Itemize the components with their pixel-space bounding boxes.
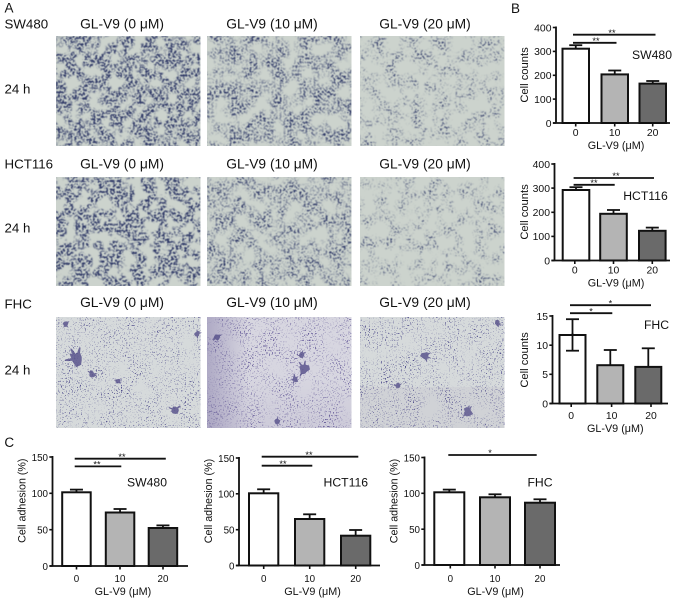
svg-text:15: 15 <box>536 312 548 323</box>
svg-text:10: 10 <box>608 266 620 277</box>
svg-text:GL-V9 (μM): GL-V9 (μM) <box>284 586 341 598</box>
svg-text:*: * <box>589 306 593 316</box>
svg-text:GL-V9 (μM): GL-V9 (μM) <box>588 140 645 152</box>
svg-text:0: 0 <box>43 562 49 573</box>
svg-text:FHC: FHC <box>5 297 33 312</box>
svg-text:0: 0 <box>568 411 574 422</box>
svg-text:20: 20 <box>350 574 361 585</box>
svg-text:20: 20 <box>535 574 546 585</box>
svg-text:200: 200 <box>533 208 551 219</box>
svg-text:400: 400 <box>533 160 551 171</box>
svg-text:B: B <box>511 1 520 16</box>
svg-text:50: 50 <box>409 525 420 536</box>
svg-text:GL-V9 (10 μM): GL-V9 (10 μM) <box>226 295 318 310</box>
svg-text:GL-V9 (10 μM): GL-V9 (10 μM) <box>226 16 318 31</box>
svg-text:GL-V9 (10 μM): GL-V9 (10 μM) <box>226 157 318 172</box>
svg-text:150: 150 <box>404 453 421 464</box>
svg-text:GL-V9 (20 μM): GL-V9 (20 μM) <box>379 16 471 31</box>
svg-text:20: 20 <box>158 574 169 585</box>
svg-text:24 h: 24 h <box>5 221 31 236</box>
svg-text:SW480: SW480 <box>632 48 672 62</box>
svg-text:10: 10 <box>304 574 315 585</box>
svg-text:0: 0 <box>74 574 80 585</box>
svg-text:GL-V9 (20 μM): GL-V9 (20 μM) <box>379 295 471 310</box>
svg-text:100: 100 <box>32 489 49 500</box>
svg-text:Cell counts: Cell counts <box>519 332 531 388</box>
svg-text:20: 20 <box>645 411 657 422</box>
svg-text:Cell adhesion (%): Cell adhesion (%) <box>17 459 29 543</box>
svg-text:**: ** <box>305 450 313 460</box>
svg-text:HCT116: HCT116 <box>623 189 668 203</box>
svg-text:**: ** <box>592 36 600 46</box>
svg-text:*: * <box>488 448 492 458</box>
svg-text:**: ** <box>118 452 126 462</box>
svg-text:GL-V9 (μM): GL-V9 (μM) <box>587 423 644 435</box>
svg-text:100: 100 <box>404 489 421 500</box>
svg-text:GL-V9 (μM): GL-V9 (μM) <box>467 586 524 598</box>
svg-text:150: 150 <box>218 454 235 465</box>
svg-text:GL-V9 (0 μM): GL-V9 (0 μM) <box>80 16 164 31</box>
svg-text:**: ** <box>590 178 598 188</box>
svg-text:24 h: 24 h <box>5 82 31 97</box>
svg-text:GL-V9 (0 μM): GL-V9 (0 μM) <box>80 295 164 310</box>
svg-text:100: 100 <box>533 232 551 243</box>
svg-text:0: 0 <box>546 119 552 130</box>
svg-text:*: * <box>609 298 613 308</box>
svg-text:GL-V9 (μM): GL-V9 (μM) <box>588 278 645 290</box>
svg-text:10: 10 <box>115 574 126 585</box>
svg-text:**: ** <box>612 171 620 181</box>
svg-text:HCT116: HCT116 <box>5 157 54 172</box>
svg-text:Cell adhesion (%): Cell adhesion (%) <box>203 459 215 543</box>
svg-text:C: C <box>4 435 14 450</box>
svg-text:**: ** <box>279 459 287 469</box>
svg-text:0: 0 <box>261 574 267 585</box>
svg-text:24 h: 24 h <box>5 363 31 378</box>
svg-text:5: 5 <box>542 370 548 381</box>
svg-text:0: 0 <box>448 574 454 585</box>
svg-text:GL-V9 (μM): GL-V9 (μM) <box>95 586 152 598</box>
svg-text:**: ** <box>93 460 101 470</box>
svg-text:Cell counts: Cell counts <box>519 47 531 103</box>
svg-text:SW480: SW480 <box>127 476 167 490</box>
svg-text:300: 300 <box>533 184 551 195</box>
svg-text:200: 200 <box>534 71 552 82</box>
svg-text:300: 300 <box>534 47 552 58</box>
svg-text:50: 50 <box>37 526 48 537</box>
svg-text:Cell adhesion (%): Cell adhesion (%) <box>389 459 401 543</box>
svg-text:50: 50 <box>224 526 235 537</box>
svg-text:10: 10 <box>609 128 621 139</box>
svg-text:0: 0 <box>573 128 579 139</box>
svg-text:10: 10 <box>606 411 618 422</box>
svg-text:FHC: FHC <box>644 318 669 332</box>
svg-text:20: 20 <box>647 266 659 277</box>
svg-text:GL-V9 (0 μM): GL-V9 (0 μM) <box>80 157 164 172</box>
svg-text:100: 100 <box>218 490 235 501</box>
svg-text:SW480: SW480 <box>5 16 49 31</box>
svg-text:0: 0 <box>415 561 421 572</box>
svg-text:GL-V9 (20 μM): GL-V9 (20 μM) <box>379 157 471 172</box>
svg-text:400: 400 <box>534 23 552 34</box>
svg-text:HCT116: HCT116 <box>324 476 369 490</box>
svg-text:FHC: FHC <box>527 476 552 490</box>
svg-text:0: 0 <box>229 561 235 572</box>
svg-text:10: 10 <box>536 341 548 352</box>
svg-text:150: 150 <box>32 453 49 464</box>
svg-text:0: 0 <box>544 256 550 267</box>
svg-text:20: 20 <box>647 128 659 139</box>
svg-text:0: 0 <box>572 266 578 277</box>
svg-text:10: 10 <box>490 574 501 585</box>
svg-text:Cell counts: Cell counts <box>519 184 531 240</box>
svg-text:0: 0 <box>542 399 548 410</box>
svg-text:A: A <box>5 1 14 16</box>
svg-text:100: 100 <box>534 95 552 106</box>
svg-text:**: ** <box>608 28 616 38</box>
